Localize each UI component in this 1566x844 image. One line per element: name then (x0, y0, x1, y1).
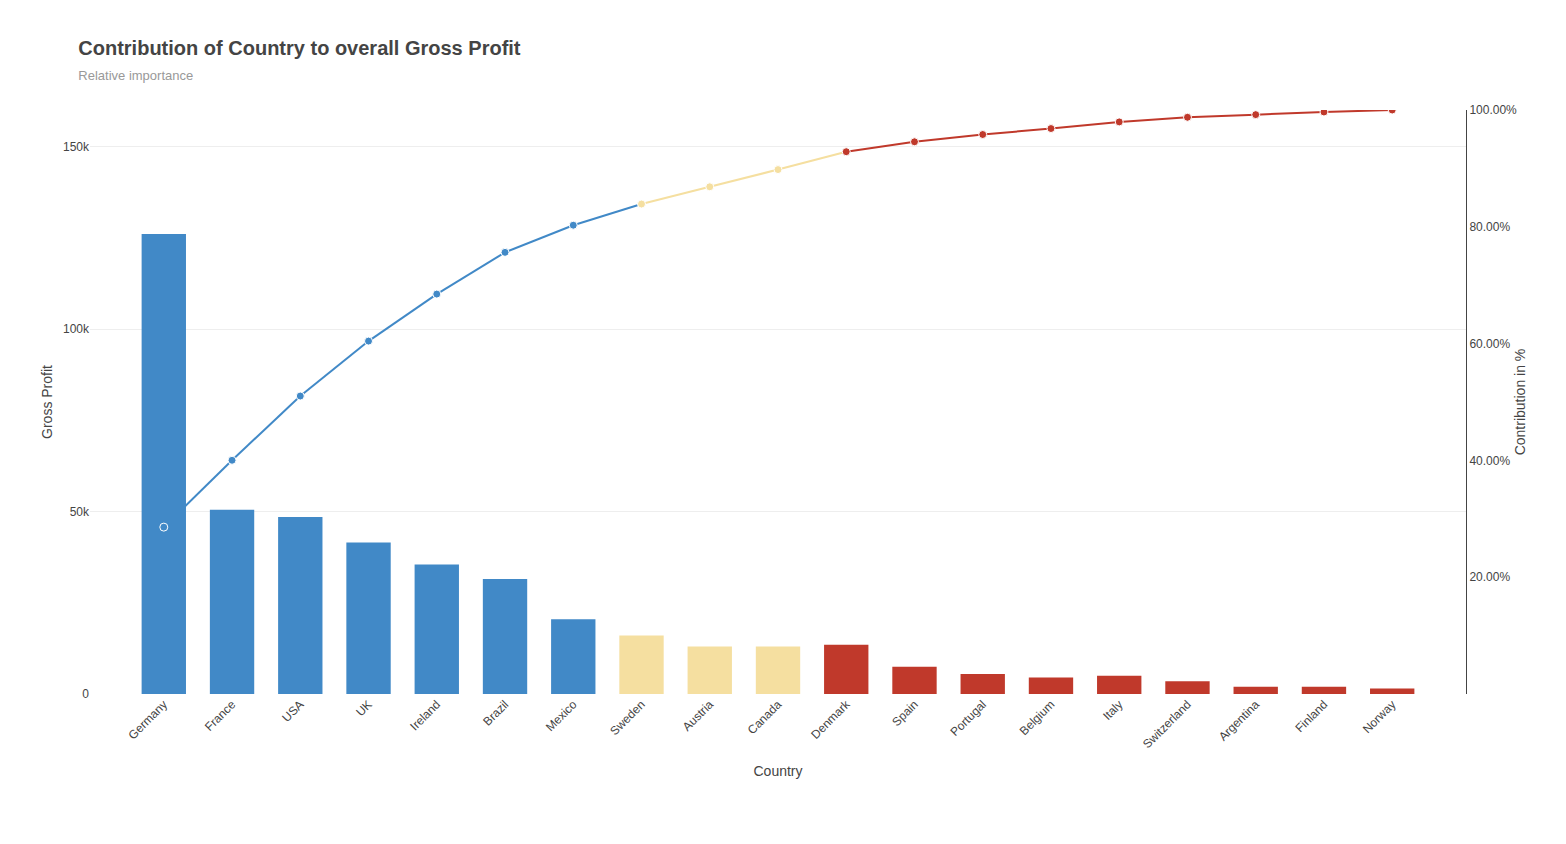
svg-text:Relative importance: Relative importance (78, 68, 193, 83)
svg-text:50k: 50k (70, 505, 90, 519)
svg-text:Brazil: Brazil (480, 697, 511, 728)
svg-text:Portugal: Portugal (948, 697, 990, 739)
svg-text:100k: 100k (63, 322, 90, 336)
svg-text:Gross Profit: Gross Profit (39, 365, 55, 439)
svg-text:Denmark: Denmark (808, 697, 853, 742)
svg-text:Country: Country (753, 763, 802, 779)
svg-text:Argentina: Argentina (1216, 697, 1262, 743)
svg-text:80.00%: 80.00% (1469, 220, 1510, 234)
svg-text:France: France (202, 697, 239, 734)
svg-text:100.00%: 100.00% (1469, 103, 1517, 117)
svg-text:60.00%: 60.00% (1469, 337, 1510, 351)
svg-text:Ireland: Ireland (407, 697, 443, 733)
svg-text:Norway: Norway (1360, 697, 1399, 736)
svg-text:Austria: Austria (680, 697, 717, 734)
svg-text:Contribution in %: Contribution in % (1512, 349, 1528, 456)
svg-text:Italy: Italy (1100, 697, 1125, 722)
svg-text:40.00%: 40.00% (1469, 454, 1510, 468)
svg-text:Contribution of Country to ove: Contribution of Country to overall Gross… (78, 37, 521, 59)
svg-text:Spain: Spain (889, 697, 921, 729)
svg-text:Sweden: Sweden (607, 697, 648, 738)
svg-text:Mexico: Mexico (543, 697, 580, 734)
svg-text:Belgium: Belgium (1017, 697, 1058, 738)
svg-text:USA: USA (279, 697, 306, 724)
svg-text:Switzerland: Switzerland (1140, 697, 1194, 751)
svg-text:Germany: Germany (125, 697, 170, 742)
svg-text:0: 0 (82, 687, 89, 701)
svg-text:150k: 150k (63, 140, 90, 154)
svg-text:UK: UK (353, 697, 375, 719)
svg-text:20.00%: 20.00% (1469, 570, 1510, 584)
svg-text:Canada: Canada (745, 697, 785, 737)
svg-text:Finland: Finland (1293, 697, 1331, 735)
